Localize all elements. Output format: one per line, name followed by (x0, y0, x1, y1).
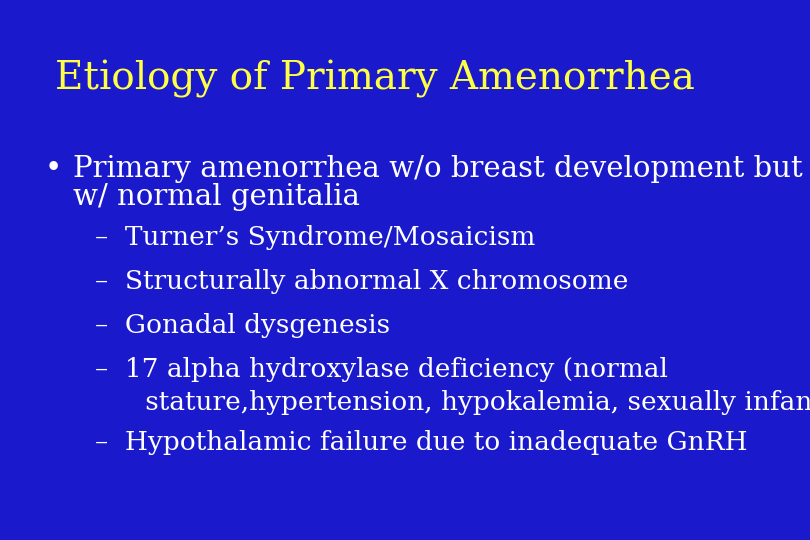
Text: –  Hypothalamic failure due to inadequate GnRH: – Hypothalamic failure due to inadequate… (95, 430, 748, 455)
Text: •: • (45, 155, 62, 183)
Text: –  Turner’s Syndrome/Mosaicism: – Turner’s Syndrome/Mosaicism (95, 225, 535, 250)
Text: Primary amenorrhea w/o breast development but: Primary amenorrhea w/o breast developmen… (73, 155, 803, 183)
Text: –  Gonadal dysgenesis: – Gonadal dysgenesis (95, 313, 390, 338)
Text: w/ normal genitalia: w/ normal genitalia (73, 183, 360, 211)
Text: –  17 alpha hydroxylase deficiency (normal
      stature,hypertension, hypokalem: – 17 alpha hydroxylase deficiency (norma… (95, 357, 810, 415)
Text: Etiology of Primary Amenorrhea: Etiology of Primary Amenorrhea (55, 60, 695, 98)
Text: –  Structurally abnormal X chromosome: – Structurally abnormal X chromosome (95, 269, 629, 294)
